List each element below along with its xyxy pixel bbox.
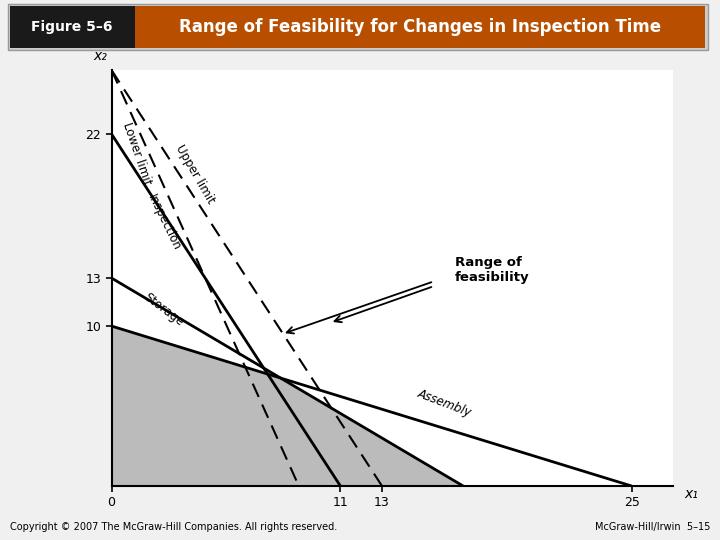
Text: Range of
feasibility: Range of feasibility — [455, 256, 529, 284]
Bar — [10, 6, 135, 48]
Text: Storage: Storage — [141, 291, 186, 329]
Text: x₂: x₂ — [94, 49, 107, 63]
Text: Range of Feasibility for Changes in Inspection Time: Range of Feasibility for Changes in Insp… — [179, 18, 661, 36]
Text: Figure 5–6: Figure 5–6 — [31, 20, 113, 34]
Text: Assembly: Assembly — [415, 387, 473, 419]
Bar — [8, 4, 708, 50]
Polygon shape — [112, 326, 463, 486]
Text: Lower limit: Lower limit — [120, 120, 153, 186]
Text: Inspection: Inspection — [145, 192, 183, 252]
Text: x₁: x₁ — [684, 487, 698, 501]
Bar — [135, 6, 705, 48]
Text: Upper limit: Upper limit — [173, 143, 217, 206]
Text: McGraw-Hill/Irwin  5–15: McGraw-Hill/Irwin 5–15 — [595, 522, 710, 532]
Text: Copyright © 2007 The McGraw-Hill Companies. All rights reserved.: Copyright © 2007 The McGraw-Hill Compani… — [10, 522, 337, 532]
